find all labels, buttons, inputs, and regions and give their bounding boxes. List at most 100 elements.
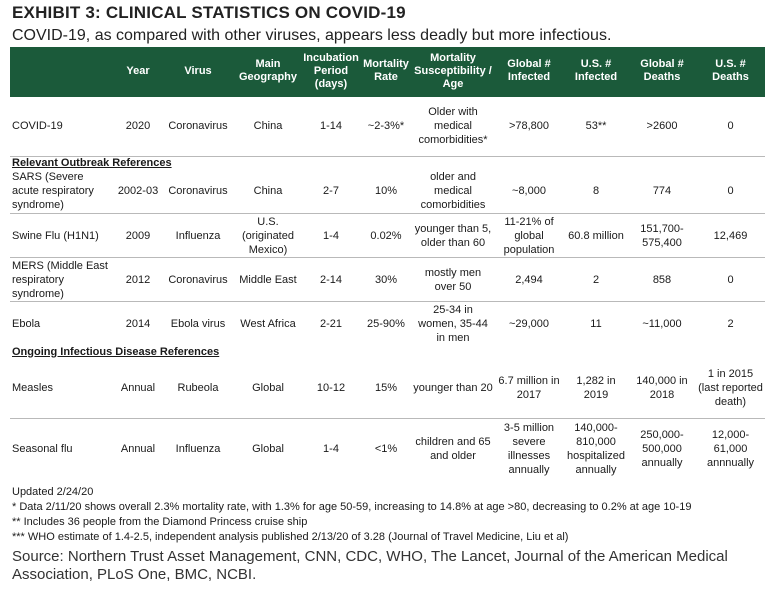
cell-susceptibility: younger than 20: [412, 358, 494, 419]
cell-us-deaths: 0: [696, 96, 765, 157]
cell-incubation: 1-4: [302, 213, 360, 258]
cell-virus: Coronavirus: [162, 257, 234, 302]
cell-mortality-rate: 0.02%: [360, 213, 412, 258]
cell-geography: West Africa: [240, 317, 296, 330]
cell-incubation: 2-21: [319, 317, 343, 330]
cell-us-deaths: 0: [696, 257, 765, 302]
cell-mortality-rate: <1%: [374, 442, 398, 455]
cell-mortality-rate: 25-90%: [367, 317, 405, 330]
exhibit-title: EXHIBIT 3: CLINICAL STATISTICS ON COVID-…: [12, 3, 406, 22]
cell-virus: Influenza: [175, 442, 221, 455]
cell-us-deaths: 0: [696, 169, 765, 214]
header-virus: Virus: [162, 47, 234, 97]
cell-susceptibility: younger than 5, older than 60: [412, 213, 494, 258]
header-global-deaths: Global # Deaths: [628, 47, 696, 97]
cell-global-infected: 2,494: [494, 257, 564, 302]
cell-incubation: 2-7: [302, 169, 360, 214]
table-header-row: Year Virus Main Geography Incubation Per…: [10, 47, 765, 97]
footnotes: Updated 2/24/20 * Data 2/11/20 shows ove…: [12, 485, 691, 545]
cell-us-infected: 2: [564, 257, 628, 302]
cell-susceptibility: children and 65 and older: [415, 435, 491, 462]
table-row-seasonal-flu: Seasonal flu Annual Influenza Global 1-4…: [10, 419, 765, 479]
cell-geography: Global: [234, 358, 302, 419]
table-row-mers: MERS (Middle East respiratory syndrome) …: [10, 257, 765, 302]
cell-global-infected: 3-5 million severe illnesses annually: [503, 421, 555, 476]
cell-year: 2002-03: [114, 169, 162, 214]
cell-global-deaths: ~11,000: [642, 317, 682, 330]
header-incubation-period: Incubation Period (days): [302, 47, 360, 97]
cell-susceptibility: Older with medical comorbidities*: [412, 96, 494, 157]
table-row-measles: Measles Annual Rubeola Global 10-12 15% …: [10, 358, 765, 419]
footnote-diamond-princess: ** Includes 36 people from the Diamond P…: [12, 516, 308, 528]
clinical-statistics-table: Year Virus Main Geography Incubation Per…: [10, 47, 765, 479]
cell-name: MERS (Middle East respiratory syndrome): [10, 257, 114, 302]
cell-mortality-rate: ~2-3%*: [360, 96, 412, 157]
cell-mortality-rate: 30%: [360, 257, 412, 302]
cell-global-infected: 6.7 million in 2017: [494, 358, 564, 419]
cell-virus: Coronavirus: [162, 169, 234, 214]
cell-us-deaths: 1 in 2015 (last reported death): [696, 358, 765, 419]
cell-year: Annual: [114, 358, 162, 419]
header-mortality-susceptibility: Mortality Susceptibility / Age: [412, 47, 494, 97]
cell-us-infected: 1,282 in 2019: [564, 358, 628, 419]
cell-global-deaths: 858: [628, 257, 696, 302]
header-mortality-rate: Mortality Rate: [360, 47, 412, 97]
header-main-geography: Main Geography: [234, 47, 302, 97]
section-row-ongoing: Ongoing Infectious Disease References: [10, 346, 765, 359]
cell-global-deaths: 140,000 in 2018: [628, 358, 696, 419]
cell-us-deaths: 2: [727, 317, 734, 330]
cell-us-infected: 8: [564, 169, 628, 214]
footnote-who-estimate: *** WHO estimate of 1.4-2.5, independent…: [12, 531, 569, 543]
cell-susceptibility: 25-34 in women, 35-44 in men: [418, 303, 488, 344]
cell-global-deaths: 774: [628, 169, 696, 214]
cell-mortality-rate: 15%: [360, 358, 412, 419]
cell-year: 2020: [114, 96, 162, 157]
header-disease: [10, 47, 114, 97]
table-row-ebola: Ebola 2014 Ebola virus West Africa 2-21 …: [10, 302, 765, 346]
cell-us-infected: 60.8 million: [564, 213, 628, 258]
section-row-outbreaks: Relevant Outbreak References: [10, 156, 765, 170]
cell-global-deaths: 151,700-575,400: [628, 213, 696, 258]
cell-global-deaths: >2600: [628, 96, 696, 157]
cell-incubation: 10-12: [302, 358, 360, 419]
cell-global-infected: >78,800: [494, 96, 564, 157]
footnote-mortality-data: * Data 2/11/20 shows overall 2.3% mortal…: [12, 501, 692, 513]
footnote-updated: Updated 2/24/20: [12, 486, 94, 498]
cell-geography: China: [234, 169, 302, 214]
header-us-deaths: U.S. # Deaths: [696, 47, 765, 97]
cell-susceptibility: mostly men over 50: [412, 257, 494, 302]
cell-name: COVID-19: [10, 96, 114, 157]
cell-name: Swine Flu (H1N1): [10, 213, 114, 258]
cell-incubation: 1-14: [302, 96, 360, 157]
header-year: Year: [114, 47, 162, 97]
table-row-sars: SARS (Severe acute respiratory syndrome)…: [10, 169, 765, 214]
cell-virus: Rubeola: [162, 358, 234, 419]
cell-year: 2014: [125, 317, 151, 330]
cell-us-deaths: 12,469: [696, 213, 765, 258]
cell-geography: Global: [252, 442, 284, 455]
cell-us-infected: 140,000-810,000 hospitalized annually: [566, 421, 626, 476]
cell-name: Seasonal flu: [12, 442, 73, 455]
cell-virus: Influenza: [162, 213, 234, 258]
header-global-infected: Global # Infected: [494, 47, 564, 97]
cell-mortality-rate: 10%: [360, 169, 412, 214]
cell-global-deaths: 250,000-500,000 annually: [640, 428, 684, 469]
cell-global-infected: ~8,000: [494, 169, 564, 214]
cell-us-infected: 53**: [564, 96, 628, 157]
table-row-covid: COVID-19 2020 Coronavirus China 1-14 ~2-…: [10, 96, 765, 157]
exhibit-subtitle: COVID-19, as compared with other viruses…: [12, 27, 612, 44]
cell-us-infected: 11: [590, 317, 602, 330]
cell-year: Annual: [120, 442, 156, 455]
header-us-infected: U.S. # Infected: [564, 47, 628, 97]
cell-name: SARS (Severe acute respiratory syndrome): [10, 169, 114, 214]
cell-susceptibility: older and medical comorbidities: [412, 169, 494, 214]
table-row-swine-flu: Swine Flu (H1N1) 2009 Influenza U.S. (or…: [10, 213, 765, 258]
cell-incubation: 2-14: [302, 257, 360, 302]
section-heading: Ongoing Infectious Disease References: [12, 345, 220, 358]
cell-name: Ebola: [12, 317, 41, 330]
cell-name: Measles: [10, 358, 114, 419]
cell-virus: Coronavirus: [162, 96, 234, 157]
cell-global-infected: ~29,000: [508, 317, 550, 330]
section-heading: Relevant Outbreak References: [12, 156, 172, 169]
cell-geography: China: [234, 96, 302, 157]
